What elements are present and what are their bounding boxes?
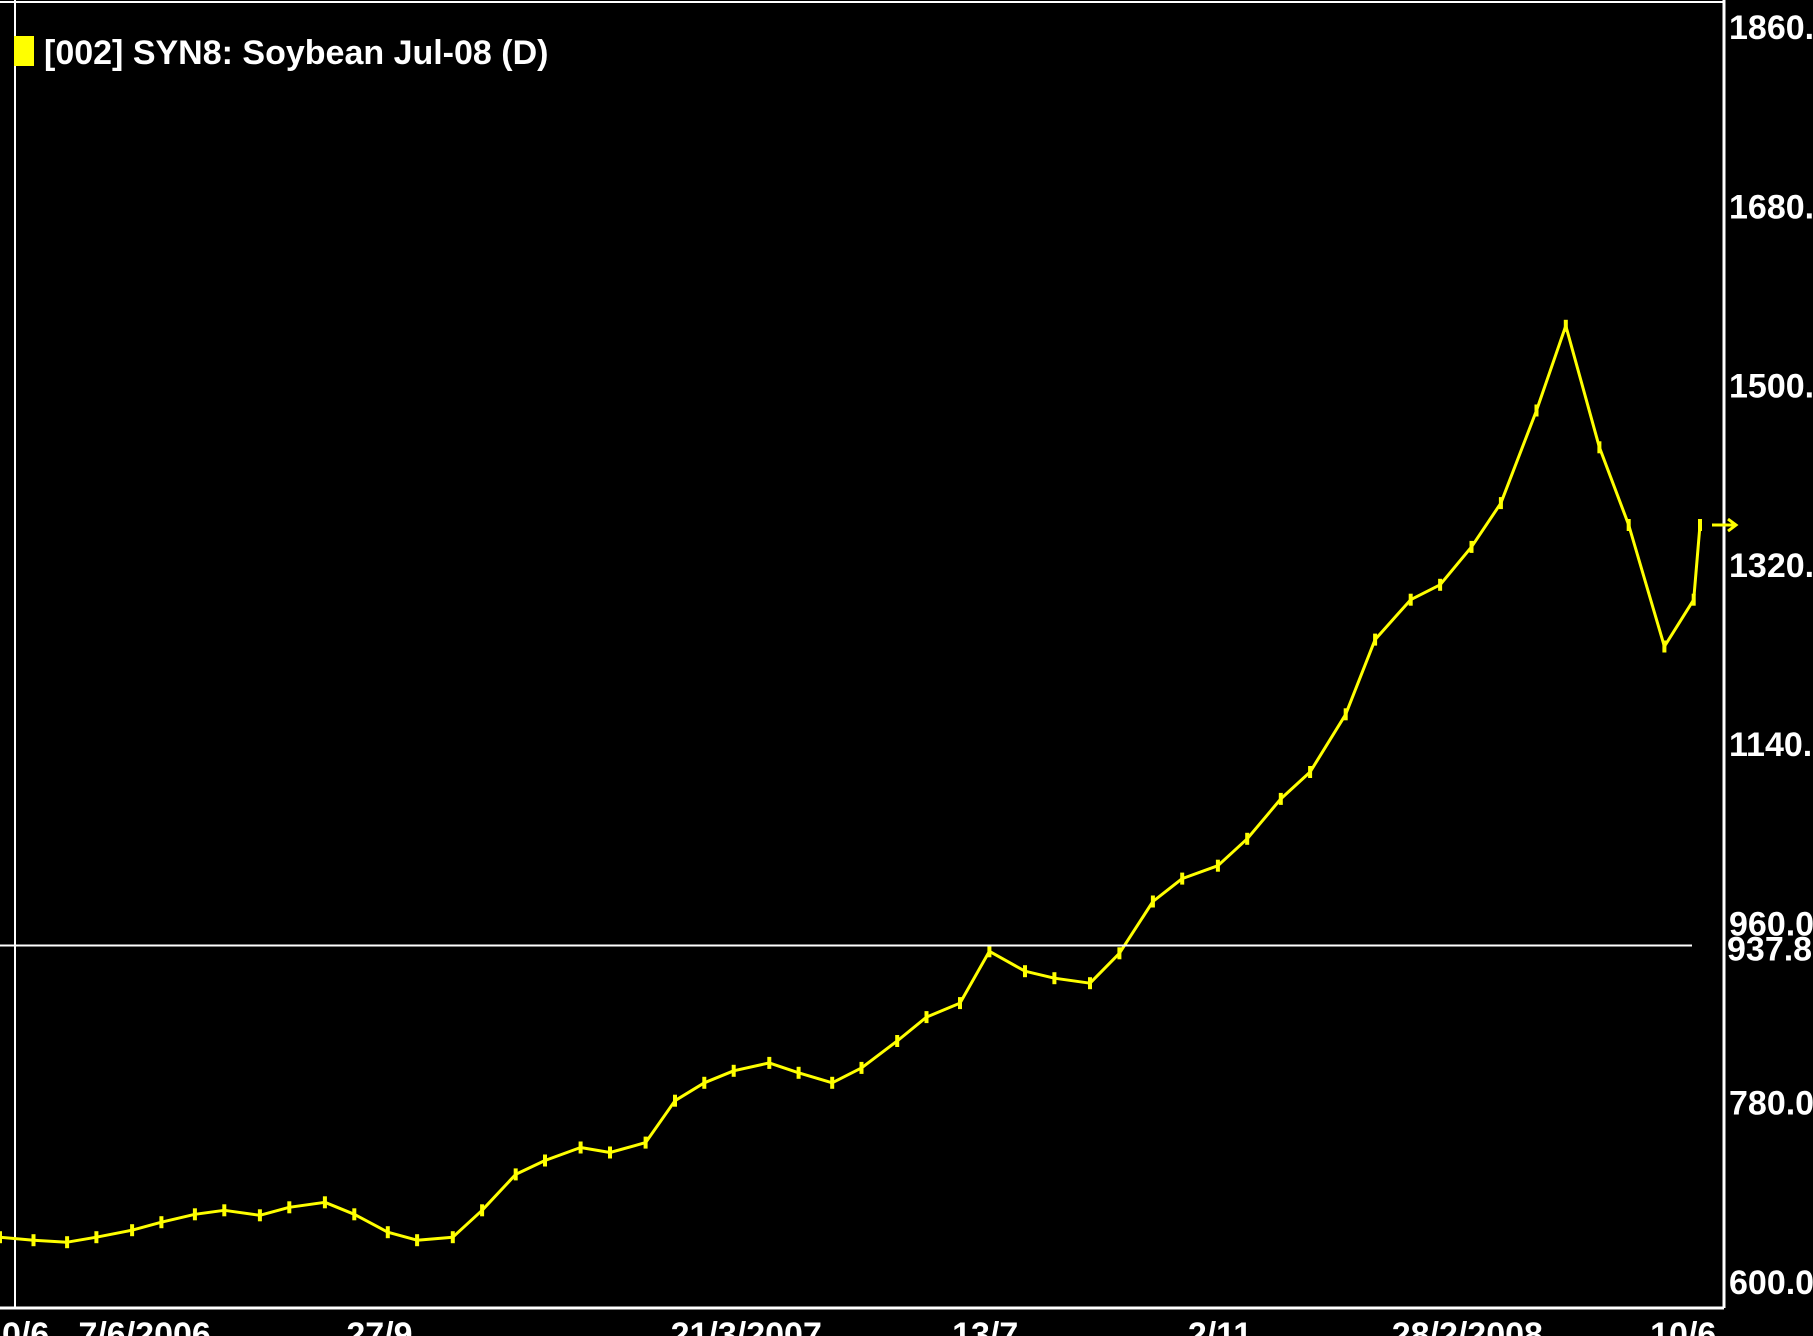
data-point-27: [859, 1061, 864, 1074]
data-point-38: [1215, 859, 1220, 872]
data-point-8: [257, 1209, 262, 1222]
data-point-10: [322, 1196, 327, 1209]
data-point-36: [1150, 895, 1155, 908]
x-tick-label-0: 0/6: [2, 1316, 49, 1336]
data-point-23: [731, 1064, 736, 1077]
data-point-1: [31, 1234, 36, 1247]
y-tick-label-0: 1860.00: [1729, 9, 1813, 47]
data-point-29: [924, 1011, 929, 1024]
x-tick-label-6: 28/2/2008: [1392, 1316, 1543, 1336]
data-point-4: [130, 1224, 135, 1237]
y-tick-label-2: 1500.00: [1729, 368, 1813, 406]
data-point-34: [1088, 977, 1092, 990]
data-point-45: [1438, 578, 1443, 591]
y-tick-label-7: 600.00: [1729, 1264, 1813, 1302]
data-point-26: [830, 1076, 835, 1089]
data-point-33: [1052, 972, 1057, 985]
reference-line-group: 937.80: [0, 923, 1813, 969]
data-point-5: [159, 1216, 164, 1229]
x-tick-label-5: 2/11: [1188, 1316, 1252, 1336]
data-point-0: [0, 1231, 2, 1244]
last-value-arrow: [1712, 517, 1739, 533]
data-point-31: [987, 945, 992, 958]
y-tick-label-6: 780.00: [1729, 1085, 1813, 1123]
data-point-42: [1343, 708, 1348, 721]
data-point-49: [1563, 319, 1568, 332]
data-point-17: [543, 1154, 547, 1167]
data-point-16: [513, 1168, 518, 1181]
data-point-54: [1698, 519, 1702, 531]
data-point-43: [1373, 633, 1378, 646]
data-point-25: [796, 1066, 801, 1079]
data-point-2: [65, 1236, 70, 1249]
x-tick-label-4: 13/7: [952, 1316, 1018, 1336]
axis-frame: [0, 0, 1726, 1310]
data-point-14: [450, 1231, 455, 1244]
series-layer: [0, 319, 1739, 1249]
x-tick-label-3: 21/3/2007: [671, 1316, 822, 1336]
data-point-9: [287, 1201, 292, 1214]
data-point-46: [1469, 540, 1474, 553]
data-point-50: [1597, 441, 1602, 454]
data-point-6: [192, 1208, 197, 1221]
data-point-15: [480, 1204, 485, 1217]
data-point-41: [1308, 766, 1313, 778]
data-point-12: [385, 1226, 390, 1239]
x-tick-label-7: 10/6: [1650, 1316, 1716, 1336]
data-point-24: [767, 1056, 772, 1069]
y-tick-label-1: 1680.00: [1729, 188, 1813, 226]
data-point-48: [1534, 404, 1539, 417]
data-point-51: [1626, 519, 1631, 531]
data-point-13: [415, 1234, 420, 1247]
data-point-18: [578, 1141, 583, 1154]
data-point-11: [352, 1208, 357, 1221]
y-tick-label-5: 960.00: [1729, 905, 1813, 943]
data-point-44: [1408, 593, 1413, 606]
data-point-22: [702, 1076, 707, 1089]
data-point-52: [1662, 640, 1667, 653]
x-tick-label-2: 27/9: [346, 1316, 412, 1336]
data-point-19: [608, 1146, 612, 1159]
data-point-47: [1498, 497, 1503, 510]
data-point-35: [1117, 947, 1122, 960]
y-axis-ticks: 1860.00 1680.00 1500.00 1320.00 1140.00 960.0…: [1729, 9, 1813, 1302]
reference-label: 937.80: [1727, 931, 1813, 969]
data-point-53: [1691, 593, 1696, 606]
data-point-20: [643, 1136, 648, 1149]
data-point-30: [958, 997, 962, 1010]
data-point-28: [895, 1035, 900, 1047]
data-point-40: [1278, 792, 1283, 805]
data-point-21: [673, 1094, 677, 1107]
legend-label: [002] SYN8: Soybean Jul-08 (D): [44, 34, 548, 72]
data-point-37: [1180, 872, 1185, 885]
x-tick-label-1: 7/6/2006: [78, 1316, 210, 1336]
data-point-39: [1245, 832, 1250, 845]
data-point-32: [1023, 965, 1027, 978]
y-tick-label-4: 1140.00: [1729, 726, 1813, 764]
data-point-3: [94, 1231, 99, 1244]
reference-label-bg: [1726, 923, 1813, 968]
x-axis-ticks: 0/6 7/6/2006 27/9 21/3/2007 13/7 2/11 28/2/200…: [2, 1316, 1716, 1336]
y-tick-label-3: 1320.00: [1729, 547, 1813, 585]
legend: [002] SYN8: Soybean Jul-08 (D): [14, 34, 548, 72]
data-point-7: [222, 1204, 227, 1217]
legend-swatch: [14, 36, 34, 66]
